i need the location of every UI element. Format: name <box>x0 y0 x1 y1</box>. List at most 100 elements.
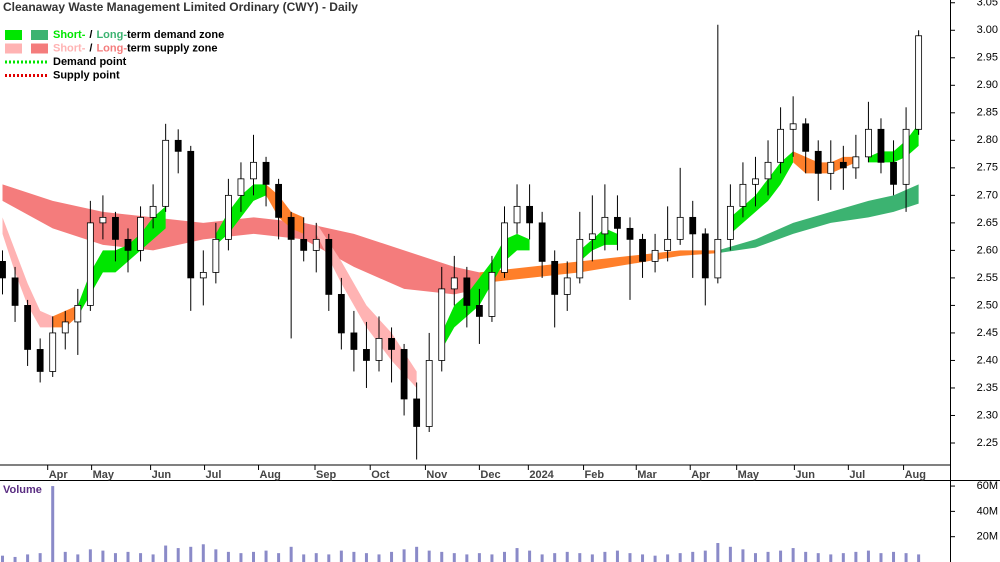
legend-part: Short- <box>53 42 86 54</box>
x-tick-label: Aug <box>260 469 281 481</box>
candle-body <box>526 205 533 224</box>
candle-body <box>551 260 559 295</box>
candle-body <box>413 398 421 427</box>
volume-bar <box>364 553 368 562</box>
candle-body <box>752 178 759 185</box>
candle-body <box>99 216 107 224</box>
candle-body <box>124 238 132 251</box>
y-tick-label: 2.50 <box>977 299 998 311</box>
volume-bar <box>829 554 833 562</box>
zone-band <box>2 184 480 295</box>
volume-bar <box>917 554 921 562</box>
volume-bar <box>716 543 720 562</box>
y-tick-label: 2.70 <box>977 189 998 201</box>
candle-body <box>902 128 910 185</box>
candle-body <box>576 238 584 279</box>
volume-title: Volume <box>3 484 42 496</box>
volume-bar <box>13 556 17 562</box>
candle-body <box>199 271 207 279</box>
legend-label: Supply point <box>53 69 120 81</box>
y-tick-label: 2.60 <box>977 244 998 256</box>
volume-bar <box>302 554 306 562</box>
volume-bar <box>741 549 745 562</box>
volume-bar <box>728 546 732 562</box>
candle-body <box>74 305 82 323</box>
volume-bar <box>277 553 281 562</box>
volume-bar <box>678 553 682 562</box>
volume-bar <box>641 554 645 562</box>
volume-bar <box>816 553 820 562</box>
candle-body <box>425 360 433 427</box>
volume-bar <box>603 551 607 562</box>
candle-body <box>237 178 245 196</box>
candle-body <box>438 288 446 361</box>
x-tick-label: Jul <box>206 469 222 481</box>
legend: Short- / Long-term demand zone Short- / Long-… <box>5 29 224 81</box>
volume-bar <box>402 549 406 562</box>
volume-bar <box>1 555 5 562</box>
candle-body <box>626 227 634 240</box>
candle-body <box>915 35 923 130</box>
legend-swatch <box>31 30 48 40</box>
y-tick-label: 2.90 <box>977 79 998 91</box>
candle-body <box>363 349 370 361</box>
candle-body <box>275 183 282 218</box>
volume-bar <box>452 553 456 562</box>
candle-body <box>714 238 722 279</box>
candle-body <box>513 205 521 224</box>
volume-bar <box>465 554 469 562</box>
candle-body <box>174 139 182 152</box>
volume-bar <box>76 554 80 562</box>
volume-bar <box>113 553 117 562</box>
volume-bar <box>578 553 582 562</box>
legend-part: term supply zone <box>127 42 217 54</box>
volume-bar <box>791 548 795 562</box>
volume-bar <box>252 551 256 562</box>
volume-bar <box>804 551 808 562</box>
zone-band <box>579 228 618 262</box>
y-tick-label: 2.80 <box>977 134 998 146</box>
x-tick-label: Jun <box>795 469 815 481</box>
candle-body <box>890 161 897 185</box>
candle-body <box>287 216 295 240</box>
volume-bar <box>866 550 870 562</box>
candle-body <box>488 271 496 317</box>
y-tick-label: 2.85 <box>977 107 998 119</box>
volume-bar <box>477 553 481 562</box>
candle-body <box>149 205 157 218</box>
volume-bar <box>101 550 105 562</box>
y-tick-label: 20M <box>977 531 998 543</box>
candle-body <box>337 294 345 334</box>
volume-bar <box>88 549 92 562</box>
x-tick-label: Aug <box>905 469 926 481</box>
volume-bar <box>653 555 657 562</box>
volume-bar <box>327 554 331 562</box>
candle-body <box>701 233 709 279</box>
candle-body <box>250 161 257 180</box>
x-tick-label: Dec <box>480 469 500 481</box>
x-tick-label: May <box>93 469 115 481</box>
y-tick-label: 60M <box>977 480 998 492</box>
volume-bar <box>590 554 594 562</box>
volume-bar <box>502 551 506 562</box>
candle-body <box>777 128 784 163</box>
candle-body <box>739 183 747 207</box>
volume-bar <box>189 546 193 562</box>
volume-bar <box>139 553 143 562</box>
candle-body <box>400 349 408 400</box>
x-tick-label: Sep <box>316 469 336 481</box>
volume-bar <box>540 554 544 562</box>
volume-bar <box>51 486 55 562</box>
volume-bar <box>615 550 619 562</box>
volume-bar <box>904 553 908 562</box>
volume-bar <box>666 554 670 562</box>
volume-bar <box>753 553 757 562</box>
volume-bar <box>879 553 883 562</box>
x-tick-label: 2024 <box>529 469 554 481</box>
x-tick-label: Nov <box>426 469 448 481</box>
candle-body <box>651 249 659 262</box>
volume-bar <box>841 553 845 562</box>
candle-body <box>839 161 847 169</box>
volume-bar <box>214 549 218 562</box>
candle-body <box>802 123 810 152</box>
